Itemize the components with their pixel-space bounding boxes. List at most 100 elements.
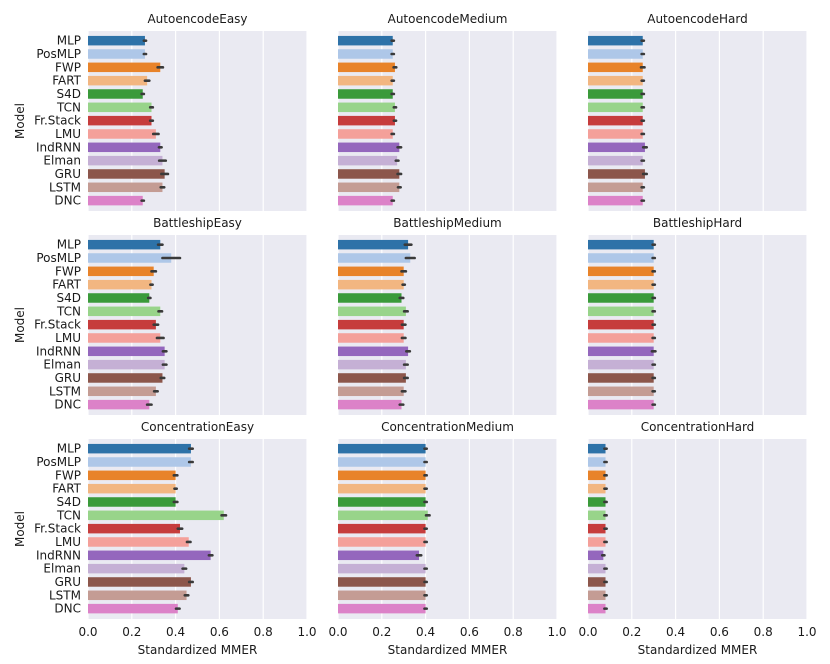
bar-indrnn bbox=[588, 550, 604, 561]
bar-s4d bbox=[588, 89, 643, 99]
bar-lstm bbox=[588, 386, 654, 397]
y-tick-label: LMU bbox=[55, 331, 81, 345]
panel-title: ConcentrationHard bbox=[641, 420, 755, 434]
bar-tcn bbox=[588, 102, 643, 113]
bar-tcn bbox=[338, 102, 395, 113]
x-tick-label: 0.4 bbox=[166, 625, 185, 639]
x-tick-label: 0.8 bbox=[754, 625, 773, 639]
bar-dnc bbox=[588, 603, 606, 614]
x-tick-label: 1.0 bbox=[297, 625, 316, 639]
bar-indrnn bbox=[588, 346, 654, 357]
bar-indrnn bbox=[88, 142, 161, 153]
bar-lstm bbox=[88, 386, 156, 397]
bar-indrnn bbox=[338, 550, 420, 561]
y-tick-label: DNC bbox=[54, 194, 81, 208]
y-tick-label: Elman bbox=[43, 358, 81, 372]
bar-gru bbox=[88, 373, 163, 383]
bar-lstm bbox=[588, 182, 643, 193]
bar-tcn bbox=[588, 306, 654, 317]
bar-fwp bbox=[588, 266, 654, 277]
bar-fart bbox=[338, 279, 404, 290]
y-tick-label: TCN bbox=[56, 508, 81, 522]
bar-tcn bbox=[88, 102, 152, 113]
bar-s4d bbox=[338, 497, 426, 507]
bar-s4d bbox=[88, 89, 143, 99]
x-tick-label: 0.6 bbox=[460, 625, 479, 639]
bar-mlp bbox=[88, 35, 145, 46]
bar-lmu bbox=[88, 333, 161, 343]
bar-lmu bbox=[588, 333, 654, 343]
bar-dnc bbox=[338, 399, 402, 410]
bar-posmlp bbox=[88, 253, 172, 263]
y-axis-label: Model bbox=[13, 511, 27, 547]
bar-dnc bbox=[88, 399, 150, 410]
bar-lstm bbox=[588, 590, 606, 601]
bar-fwp bbox=[338, 470, 426, 481]
x-tick-label: 0.4 bbox=[416, 625, 435, 639]
bar-fart bbox=[88, 279, 152, 290]
y-tick-label: MLP bbox=[57, 238, 81, 252]
y-tick-label: MLP bbox=[57, 34, 81, 48]
x-axis-label: Standardized MMER bbox=[638, 643, 758, 657]
bar-lstm bbox=[338, 386, 404, 397]
bar-posmlp bbox=[338, 253, 411, 263]
y-tick-label: Fr.Stack bbox=[34, 318, 81, 332]
bar-s4d bbox=[88, 497, 176, 507]
bar-fr-stack bbox=[88, 115, 152, 126]
x-tick-label: 0.4 bbox=[666, 625, 685, 639]
panel-title: AutoencodeHard bbox=[647, 12, 748, 26]
bar-elman bbox=[338, 359, 406, 370]
bar-dnc bbox=[338, 603, 426, 614]
bar-fr-stack bbox=[338, 115, 395, 126]
y-axis-label: Model bbox=[13, 307, 27, 343]
x-tick-label: 0.6 bbox=[710, 625, 729, 639]
bar-elman bbox=[588, 359, 654, 370]
y-tick-label: GRU bbox=[55, 167, 81, 181]
panel-title: BattleshipEasy bbox=[153, 216, 242, 230]
panel-title: ConcentrationMedium bbox=[381, 420, 514, 434]
x-tick-label: 0.0 bbox=[328, 625, 347, 639]
bar-elman bbox=[338, 155, 398, 166]
bar-fart bbox=[588, 75, 643, 86]
bar-lstm bbox=[338, 182, 400, 193]
bar-elman bbox=[588, 155, 643, 166]
y-tick-label: IndRNN bbox=[36, 548, 81, 562]
bar-elman bbox=[88, 563, 185, 574]
y-tick-label: IndRNN bbox=[36, 344, 81, 358]
bar-posmlp bbox=[88, 49, 145, 59]
bar-posmlp bbox=[588, 49, 643, 59]
y-tick-label: Fr.Stack bbox=[34, 114, 81, 128]
bar-fwp bbox=[588, 470, 606, 481]
bar-gru bbox=[338, 577, 426, 587]
bar-lmu bbox=[338, 537, 426, 547]
bar-posmlp bbox=[588, 253, 654, 263]
bar-fwp bbox=[338, 266, 404, 277]
bar-dnc bbox=[588, 195, 643, 206]
x-tick-label: 0.0 bbox=[578, 625, 597, 639]
bar-fr-stack bbox=[338, 319, 404, 330]
bar-indrnn bbox=[588, 142, 645, 153]
bar-indrnn bbox=[88, 346, 165, 357]
x-tick-label: 0.2 bbox=[122, 625, 141, 639]
y-tick-label: MLP bbox=[57, 442, 81, 456]
bar-tcn bbox=[588, 510, 606, 521]
bar-posmlp bbox=[88, 457, 191, 467]
bar-mlp bbox=[338, 35, 393, 46]
x-tick-label: 0.0 bbox=[78, 625, 97, 639]
x-tick-label: 1.0 bbox=[797, 625, 816, 639]
bar-tcn bbox=[338, 306, 406, 317]
y-tick-label: S4D bbox=[57, 495, 82, 509]
bar-indrnn bbox=[338, 346, 409, 357]
bar-indrnn bbox=[338, 142, 400, 153]
bar-fart bbox=[338, 75, 393, 86]
y-tick-label: DNC bbox=[54, 602, 81, 616]
bar-fr-stack bbox=[88, 523, 180, 534]
bar-gru bbox=[88, 577, 191, 587]
bar-fwp bbox=[88, 266, 154, 277]
x-axis-label: Standardized MMER bbox=[138, 643, 258, 657]
bar-gru bbox=[88, 169, 165, 179]
bar-mlp bbox=[88, 443, 191, 454]
y-tick-label: PosMLP bbox=[36, 47, 81, 61]
bar-indrnn bbox=[88, 550, 211, 561]
y-tick-label: LSTM bbox=[49, 588, 81, 602]
